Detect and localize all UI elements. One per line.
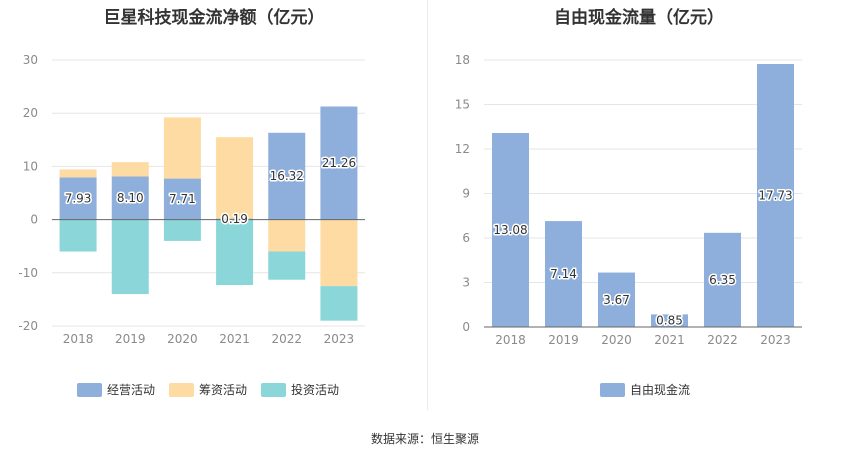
legend-label: 经营活动 <box>107 383 155 397</box>
bar-投资活动-2018 <box>59 219 97 252</box>
bar-筹资活动-2023 <box>320 219 358 287</box>
data-label: 0.85 <box>656 314 683 328</box>
y-tick-label: 9 <box>462 187 470 201</box>
x-tick-label: 2022 <box>707 333 738 347</box>
left-chart-panel: 巨星科技现金流净额（亿元） 30 20 10 0 -10 -20 2018 2019 2020 2… <box>0 0 428 420</box>
x-tick-label: 2023 <box>324 332 355 346</box>
data-label: 3.67 <box>603 293 630 307</box>
bar-筹资活动-2020 <box>163 117 201 179</box>
data-label: 8.10 <box>117 191 144 205</box>
legend-label: 投资活动 <box>291 382 339 397</box>
bar-自由现金流-2018 <box>492 132 529 327</box>
bar-投资活动-2020 <box>163 219 201 241</box>
bar-经营活动-2019 <box>111 176 149 220</box>
legend-label: 自由现金流 <box>630 382 690 397</box>
right-chart-svg: 18 15 12 9 6 3 0 2018 2019 2020 2021 2022 2023 13.08 7… <box>455 53 802 397</box>
x-tick-label: 2019 <box>115 332 146 346</box>
y-tick-label: 0 <box>462 320 470 334</box>
y-tick-label: 6 <box>462 231 470 245</box>
bar-自由现金流-2023 <box>757 64 794 327</box>
legend-label: 筹资活动 <box>199 383 247 397</box>
bar-自由现金流-2022 <box>704 232 741 327</box>
bar-自由现金流-2020 <box>598 272 635 327</box>
bar-筹资活动-2019 <box>111 162 149 177</box>
bar-投资活动-2022 <box>268 251 306 280</box>
data-label: 13.08 <box>493 223 527 237</box>
legend-swatch-投资活动 <box>261 383 286 397</box>
y-tick-label: 18 <box>455 53 470 67</box>
bar-经营活动-2020 <box>163 178 201 220</box>
y-tick-label: 30 <box>23 53 38 67</box>
y-tick-label: -10 <box>18 266 38 280</box>
bar-经营活动-2021 <box>216 218 254 220</box>
bar-经营活动-2023 <box>320 106 358 220</box>
x-tick-label: 2023 <box>760 333 791 347</box>
y-tick-label: 15 <box>455 98 470 112</box>
bar-自由现金流-2021 <box>651 314 688 327</box>
bar-投资活动-2023 <box>320 286 358 321</box>
x-tick-label: 2019 <box>548 333 579 347</box>
y-tick-label: 0 <box>30 213 38 227</box>
y-tick-label: 20 <box>23 106 38 120</box>
y-tick-label: -20 <box>18 319 38 333</box>
left-chart-title: 巨星科技现金流净额（亿元） <box>103 8 325 28</box>
bar-投资活动-2019 <box>111 219 149 295</box>
bar-筹资活动-2018 <box>59 169 97 178</box>
data-label: 7.93 <box>65 192 92 206</box>
data-source-note: 数据来源：恒生聚源 <box>370 432 479 446</box>
legend-swatch-经营活动 <box>77 383 102 397</box>
x-tick-label: 2020 <box>167 332 198 346</box>
y-tick-label: 12 <box>455 142 470 156</box>
bar-自由现金流-2019 <box>545 221 582 327</box>
left-chart-svg: 30 20 10 0 -10 -20 2018 2019 2020 2021 2022 2023 7.9… <box>18 53 365 397</box>
data-label: 6.35 <box>709 273 736 287</box>
x-tick-label: 2021 <box>219 332 250 346</box>
x-tick-label: 2020 <box>601 333 632 347</box>
data-label: 17.73 <box>758 189 792 203</box>
x-tick-label: 2022 <box>271 332 302 346</box>
data-label: 0.19 <box>221 212 248 226</box>
panel-divider <box>427 0 428 410</box>
data-label: 16.32 <box>270 169 304 183</box>
x-tick-label: 2021 <box>654 333 685 347</box>
x-tick-label: 2018 <box>63 332 94 346</box>
y-tick-label: 3 <box>462 276 470 290</box>
right-chart-title: 自由现金流量（亿元） <box>554 8 724 28</box>
bar-经营活动-2022 <box>268 132 306 220</box>
bar-经营活动-2018 <box>59 177 97 220</box>
bar-投资活动-2021 <box>216 219 254 286</box>
right-chart-panel: 自由现金流量（亿元） 18 15 12 9 6 3 0 2018 2019 2020 2021 202… <box>428 0 850 420</box>
data-label: 21.26 <box>322 156 356 170</box>
bar-筹资活动-2022 <box>268 219 306 252</box>
legend-swatch-筹资活动 <box>169 383 194 397</box>
y-tick-label: 10 <box>23 159 38 173</box>
x-tick-label: 2018 <box>495 333 526 347</box>
data-label: 7.71 <box>169 192 196 206</box>
legend-swatch-自由现金流 <box>600 383 625 397</box>
bar-筹资活动-2021 <box>216 137 254 219</box>
data-label: 7.14 <box>550 267 577 281</box>
